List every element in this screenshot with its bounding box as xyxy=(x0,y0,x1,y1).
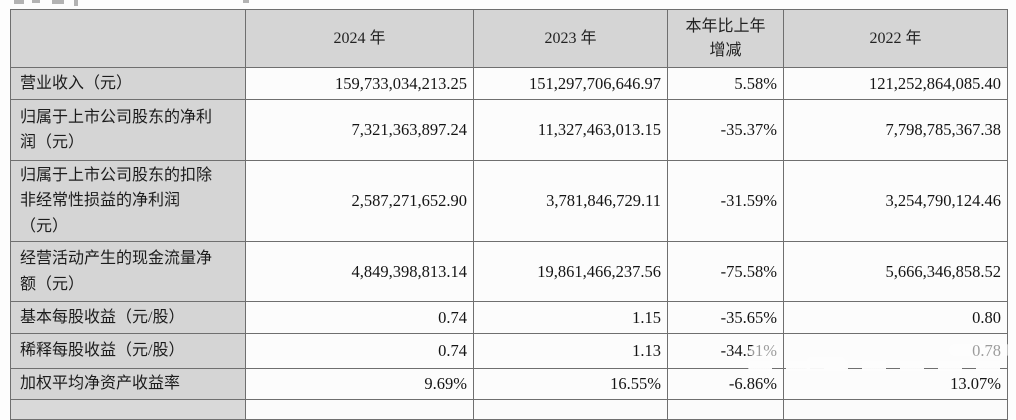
row-label-cell: 归属于上市公司股东的净利 润（元） xyxy=(10,99,246,161)
erased-watermark-blob xyxy=(806,357,846,371)
value-change-cell: 5.58% xyxy=(667,67,784,100)
row-label-cell: 基本每股收益（元/股） xyxy=(10,301,246,334)
row-label-cell: 稀释每股收益（元/股） xyxy=(10,333,246,369)
table-header-row: 2024 年 2023 年 本年比上年 增减 2022 年 xyxy=(10,9,1008,68)
erased-watermark-fade xyxy=(751,344,779,358)
erased-watermark-smudge xyxy=(748,361,1012,371)
value-2022-cell: 0.80 xyxy=(783,301,1008,334)
value-change-cell: -31.59% xyxy=(667,160,784,242)
value-2022-cell: 3,254,790,124.46 xyxy=(783,160,1008,242)
header-blank-cell xyxy=(10,9,246,68)
cutoff-text-remnant xyxy=(74,0,78,6)
value-2023-cell: 151,297,706,646.97 xyxy=(473,67,668,100)
value-2024-cell: 0.74 xyxy=(245,333,474,369)
value-2022-cell: 5,666,346,858.52 xyxy=(783,241,1008,302)
value-change-cell: -75.58% xyxy=(667,241,784,302)
value-2024-cell: 7,321,363,897.24 xyxy=(245,99,474,161)
row-label-cell: 归属于上市公司股东的扣除 非经常性损益的净利润 （元） xyxy=(10,160,246,242)
value-2022-cell: 13.07% xyxy=(783,368,1008,400)
value-change-cell: -6.86% xyxy=(667,368,784,400)
row-label-cell: 经营活动产生的现金流量净 额（元） xyxy=(10,241,246,302)
cutoff-text-remnant xyxy=(32,0,40,3)
table-row-weighted-avg-roe: 加权平均净资产收益率 9.69% 16.55% -6.86% 13.07% xyxy=(10,368,1008,400)
key-financials-table: 2024 年 2023 年 本年比上年 增减 2022 年 营业收入（元） 15… xyxy=(10,9,1008,420)
header-year-2024: 2024 年 xyxy=(245,9,474,68)
value-2023-cell: 3,781,846,729.11 xyxy=(473,160,668,242)
value-change-cell: -35.37% xyxy=(667,99,784,161)
value-2024-cell: 0.74 xyxy=(245,301,474,334)
value-2024-cell xyxy=(245,399,474,420)
row-label-cell: 营业收入（元） xyxy=(10,67,246,100)
value-2024-cell: 4,849,398,813.14 xyxy=(245,241,474,302)
header-year-2022: 2022 年 xyxy=(783,9,1008,68)
table-row-net-profit-excl-nonrecurring: 归属于上市公司股东的扣除 非经常性损益的净利润 （元） 2,587,271,65… xyxy=(10,160,1008,242)
value-change-cell: -35.65% xyxy=(667,301,784,334)
value-2023-cell: 11,327,463,013.15 xyxy=(473,99,668,161)
table-row-revenue: 营业收入（元） 159,733,034,213.25 151,297,706,6… xyxy=(10,67,1008,100)
cutoff-text-remnant xyxy=(14,0,24,4)
header-year-2023: 2023 年 xyxy=(473,9,668,68)
value-2023-cell: 1.15 xyxy=(473,301,668,334)
row-label-cell xyxy=(10,399,246,420)
value-2023-cell: 1.13 xyxy=(473,333,668,369)
erased-watermark-fade xyxy=(949,344,1011,356)
value-2023-cell: 16.55% xyxy=(473,368,668,400)
table-row-basic-eps: 基本每股收益（元/股） 0.74 1.15 -35.65% 0.80 xyxy=(10,301,1008,334)
value-2024-cell: 159,733,034,213.25 xyxy=(245,67,474,100)
cutoff-text-remnant xyxy=(243,0,249,3)
row-label-cell: 加权平均净资产收益率 xyxy=(10,368,246,400)
value-2023-cell xyxy=(473,399,668,420)
header-yoy-change: 本年比上年 增减 xyxy=(667,9,784,68)
cutoff-text-remnant xyxy=(52,0,64,4)
value-2022-cell: 121,252,864,085.40 xyxy=(783,67,1008,100)
value-2023-cell: 19,861,466,237.56 xyxy=(473,241,668,302)
value-2022-cell xyxy=(783,399,1008,420)
table-row-cutoff xyxy=(10,399,1008,420)
value-2024-cell: 2,587,271,652.90 xyxy=(245,160,474,242)
value-2022-cell: 7,798,785,367.38 xyxy=(783,99,1008,161)
financial-report-page: 2024 年 2023 年 本年比上年 增减 2022 年 营业收入（元） 15… xyxy=(10,0,1012,420)
table-row-operating-cash-flow: 经营活动产生的现金流量净 额（元） 4,849,398,813.14 19,86… xyxy=(10,241,1008,302)
value-2024-cell: 9.69% xyxy=(245,368,474,400)
value-change-cell xyxy=(667,399,784,420)
table-row-net-profit: 归属于上市公司股东的净利 润（元） 7,321,363,897.24 11,32… xyxy=(10,99,1008,161)
